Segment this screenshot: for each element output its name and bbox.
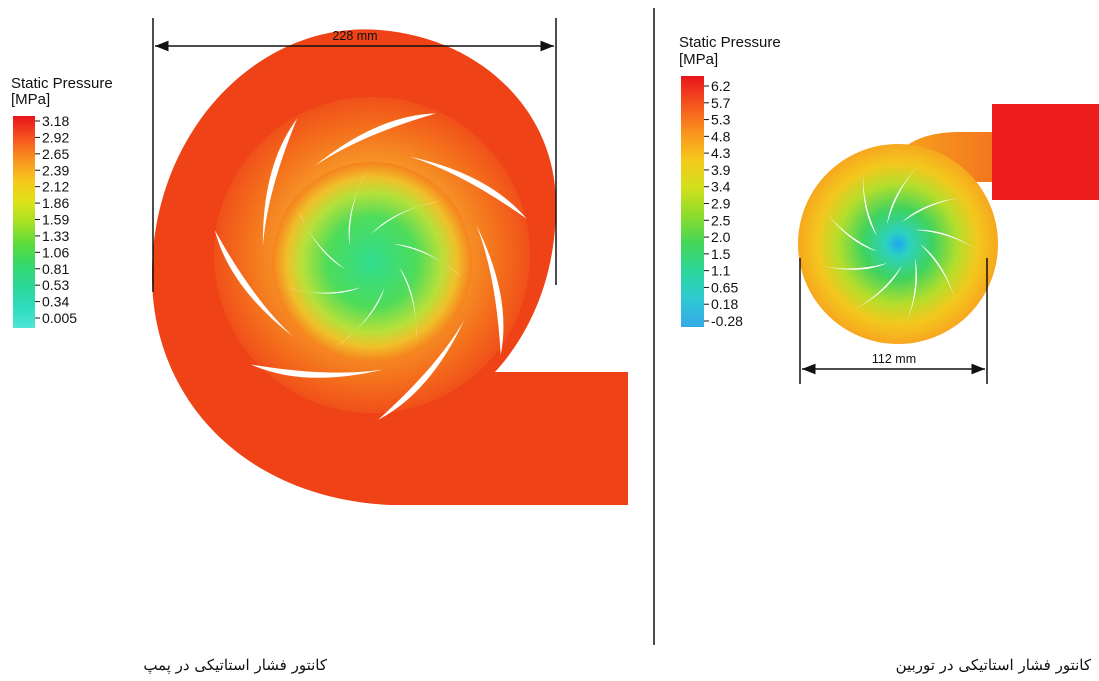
- pump-vane: [262, 118, 298, 247]
- pump-legend-title: Static Pressure: [11, 75, 113, 92]
- turbine-tick-label: 5.7: [711, 95, 731, 111]
- turbine-blade: [818, 263, 887, 270]
- turbine-tick-label: 2.0: [711, 229, 731, 245]
- pump-legend-unit: [MPa]: [11, 91, 50, 108]
- pump-legend: Static Pressure [MPa] 3.182.922.652.392.…: [11, 75, 113, 328]
- turbine-tick-label: 1.1: [711, 263, 731, 279]
- turbine-dim-label: 112 mm: [872, 352, 916, 366]
- turbine-tick-label: 0.18: [711, 296, 738, 312]
- pump-tick-label: 3.18: [42, 113, 69, 129]
- turbine-legend-ticks: 6.25.75.34.84.33.93.42.92.52.01.51.10.65…: [704, 78, 743, 329]
- turbine-tick-label: 3.9: [711, 162, 731, 178]
- turbine-tick-label: 2.5: [711, 212, 731, 228]
- turbine-tick-label: 6.2: [711, 78, 731, 94]
- pump-legend-ticks: 3.182.922.652.392.121.861.591.331.060.81…: [35, 113, 77, 326]
- pump-diffuser-vanes: [214, 113, 527, 420]
- pump-panel: Static Pressure [MPa] 3.182.922.652.392.…: [11, 18, 628, 505]
- turbine-tick-label: 4.8: [711, 128, 731, 144]
- pump-vane: [476, 225, 504, 355]
- pump-dimension: 228 mm: [152, 18, 557, 292]
- turbine-tick-label: 5.3: [711, 112, 731, 128]
- pump-tick-label: 1.86: [42, 195, 69, 211]
- turbine-outlet-block: [992, 104, 1099, 200]
- pump-tick-label: 2.39: [42, 162, 69, 178]
- turbine-tick-label: 0.65: [711, 279, 738, 295]
- turbine-blade: [862, 169, 878, 237]
- pump-tick-label: 0.81: [42, 261, 69, 277]
- turbine-casing: [798, 144, 998, 344]
- turbine-colorbar: [681, 76, 704, 327]
- pump-dim-label: 228 mm: [332, 29, 377, 43]
- turbine-dimension: 112 mm: [799, 258, 988, 384]
- pump-rotor-region: [272, 162, 472, 362]
- turbine-tick-label: 4.3: [711, 145, 731, 161]
- turbine-tick-label: 1.5: [711, 246, 731, 262]
- pump-impeller-blades: [283, 170, 463, 347]
- pump-tick-label: 0.34: [42, 294, 69, 310]
- pump-tick-label: 2.12: [42, 179, 69, 195]
- pump-blade: [348, 170, 368, 246]
- turbine-blade: [905, 258, 918, 326]
- turbine-tick-label: 2.9: [711, 196, 731, 212]
- turbine-legend-title: Static Pressure: [679, 34, 781, 51]
- turbine-legend: Static Pressure [MPa] 6.25.75.34.84.33.9…: [679, 34, 781, 329]
- pump-tick-label: 1.06: [42, 244, 69, 260]
- pump-tick-label: 2.65: [42, 146, 69, 162]
- pump-blade: [283, 286, 361, 294]
- turbine-tick-label: 3.4: [711, 179, 731, 195]
- turbine-caption: کانتور فشار استاتیکی در توربین: [895, 656, 1091, 674]
- pump-tick-label: 2.92: [42, 129, 69, 145]
- turbine-panel: Static Pressure [MPa] 6.25.75.34.84.33.9…: [679, 34, 1099, 384]
- turbine-tick-label: -0.28: [711, 313, 743, 329]
- pump-tick-label: 1.59: [42, 212, 69, 228]
- turbine-runner-blades: [818, 164, 980, 326]
- pump-colorbar: [13, 116, 35, 328]
- pump-tick-label: 1.33: [42, 228, 69, 244]
- pump-caption: کانتور فشار استاتیکی در پمپ: [143, 656, 327, 674]
- pump-tick-label: 0.005: [42, 310, 77, 326]
- pump-vane: [250, 364, 383, 378]
- pump-tick-label: 0.53: [42, 277, 69, 293]
- turbine-legend-unit: [MPa]: [679, 51, 718, 68]
